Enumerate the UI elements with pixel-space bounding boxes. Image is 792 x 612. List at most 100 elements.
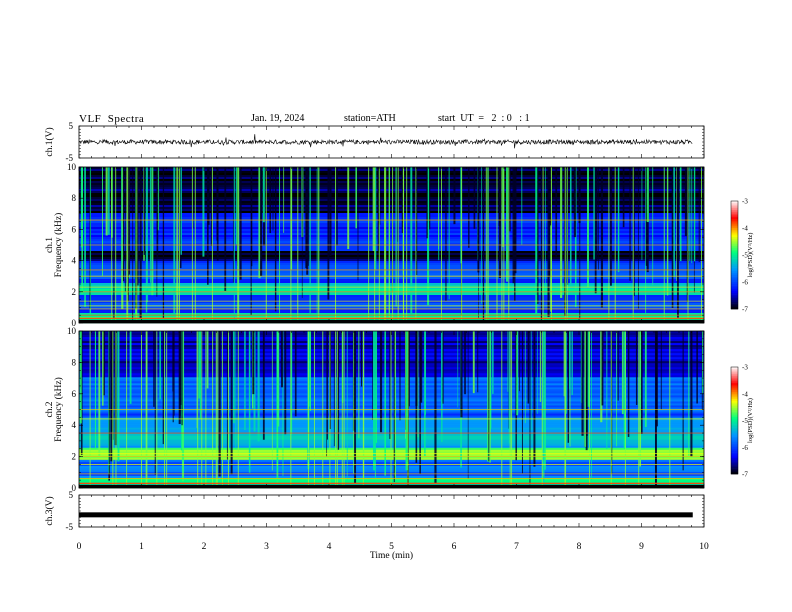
sferic-streak bbox=[202, 167, 205, 257]
frequency-band bbox=[79, 301, 704, 304]
frequency-band bbox=[79, 271, 704, 274]
sferic-streak bbox=[79, 331, 82, 424]
sferic-streak bbox=[172, 331, 174, 423]
sferic-streak bbox=[655, 331, 657, 485]
y-tick-label: 8 bbox=[72, 193, 77, 203]
colorbar-cell bbox=[731, 416, 738, 420]
sferic-streak bbox=[506, 167, 509, 282]
colorbar-cell bbox=[731, 445, 738, 448]
colorbar-cell bbox=[731, 431, 738, 434]
colorbar-cell bbox=[731, 208, 738, 211]
colorbar-cell bbox=[731, 388, 738, 391]
colorbar-cell bbox=[731, 285, 738, 288]
sferic-streak bbox=[544, 331, 546, 470]
sferic-streak bbox=[521, 331, 523, 474]
colorbar-cell bbox=[731, 247, 738, 250]
sferic-streak bbox=[128, 167, 131, 275]
sferic-streak bbox=[689, 167, 691, 262]
sferic-streak bbox=[192, 167, 194, 228]
colorbar-cell bbox=[731, 406, 738, 409]
frequency-band bbox=[79, 253, 704, 256]
sferic-streak bbox=[660, 331, 662, 410]
colorbar-cell bbox=[731, 447, 738, 450]
x-tick-label: 9 bbox=[639, 542, 644, 552]
y-axis-label: Frequency (kHz) bbox=[53, 213, 64, 278]
y-tick-label: 6 bbox=[72, 389, 77, 399]
sferic-streak bbox=[357, 167, 359, 281]
sferic-streak bbox=[253, 331, 256, 432]
colorbar-cell bbox=[731, 201, 738, 204]
colorbar-cell bbox=[731, 468, 738, 471]
colorbar-cell bbox=[731, 256, 738, 259]
colorbar-cell bbox=[731, 291, 738, 294]
colorbar-tick-label: -3 bbox=[742, 198, 748, 206]
colorbar-tick-label: -7 bbox=[742, 471, 748, 479]
colorbar-cell bbox=[731, 429, 738, 432]
frequency-band bbox=[79, 259, 704, 262]
sferic-streak bbox=[102, 331, 105, 396]
frequency-band bbox=[79, 201, 704, 204]
sferic-streak bbox=[181, 331, 183, 426]
x-axis-label: Time (min) bbox=[370, 550, 413, 561]
colorbar-cell bbox=[731, 399, 738, 402]
frequency-band bbox=[79, 267, 704, 270]
sferic-streak bbox=[696, 331, 698, 404]
colorbar-cell bbox=[731, 287, 738, 290]
sferic-streak bbox=[105, 167, 108, 236]
sferic-streak bbox=[598, 167, 599, 270]
colorbar-cell bbox=[731, 466, 738, 469]
sferic-streak bbox=[233, 167, 235, 321]
sferic-streak bbox=[121, 167, 124, 310]
colorbar-cell bbox=[731, 222, 738, 225]
colorbar-cell bbox=[731, 404, 738, 407]
colorbar-cell bbox=[731, 235, 738, 238]
sferic-streak bbox=[233, 331, 235, 424]
colorbar-cell bbox=[731, 213, 738, 216]
sferic-streak bbox=[395, 167, 397, 307]
colorbar-cell bbox=[731, 461, 738, 464]
frequency-band bbox=[79, 217, 704, 220]
colorbar-cell bbox=[731, 422, 738, 425]
frequency-band bbox=[79, 211, 704, 214]
colorbar-cell bbox=[731, 441, 738, 444]
sferic-streak bbox=[276, 331, 279, 483]
frequency-band bbox=[79, 213, 704, 216]
sferic-streak bbox=[81, 167, 83, 294]
frequency-band bbox=[79, 199, 704, 202]
sferic-streak bbox=[508, 331, 510, 444]
colorbar-cell bbox=[731, 231, 738, 234]
sferic-streak bbox=[361, 331, 363, 387]
sferic-streak bbox=[309, 167, 311, 314]
frequency-band bbox=[79, 193, 704, 196]
y-axis-label: ch.1 bbox=[45, 237, 55, 253]
sferic-streak bbox=[283, 167, 285, 233]
sferic-streak bbox=[516, 331, 519, 416]
sferic-streak bbox=[629, 167, 631, 281]
frequency-band bbox=[79, 177, 704, 180]
y-axis-label: ch.3(V) bbox=[44, 496, 55, 525]
colorbar-cell bbox=[731, 251, 738, 254]
sferic-streak bbox=[159, 331, 161, 400]
colorbar-cell bbox=[731, 260, 738, 263]
sferic-streak bbox=[587, 331, 590, 407]
frequency-band bbox=[79, 279, 704, 282]
frequency-band bbox=[79, 239, 704, 242]
colorbar-cell bbox=[731, 390, 738, 393]
sferic-streak bbox=[89, 167, 91, 310]
colorbar-cell bbox=[731, 240, 738, 243]
sferic-streak bbox=[151, 167, 154, 296]
sferic-streak bbox=[671, 167, 674, 308]
sferic-streak bbox=[586, 167, 589, 288]
colorbar-cell bbox=[731, 224, 738, 227]
y-axis-label: ch.2 bbox=[45, 401, 55, 417]
colorbar-cell bbox=[731, 434, 738, 437]
colorbar-cell bbox=[731, 278, 738, 281]
sferic-streak bbox=[306, 167, 309, 275]
x-tick-label: 4 bbox=[327, 542, 332, 552]
sferic-streak bbox=[420, 331, 423, 403]
sferic-streak bbox=[230, 331, 233, 475]
colorbar-cell bbox=[731, 267, 738, 270]
sferic-streak bbox=[540, 167, 543, 320]
frequency-band bbox=[79, 309, 704, 312]
sferic-streak bbox=[594, 167, 597, 294]
